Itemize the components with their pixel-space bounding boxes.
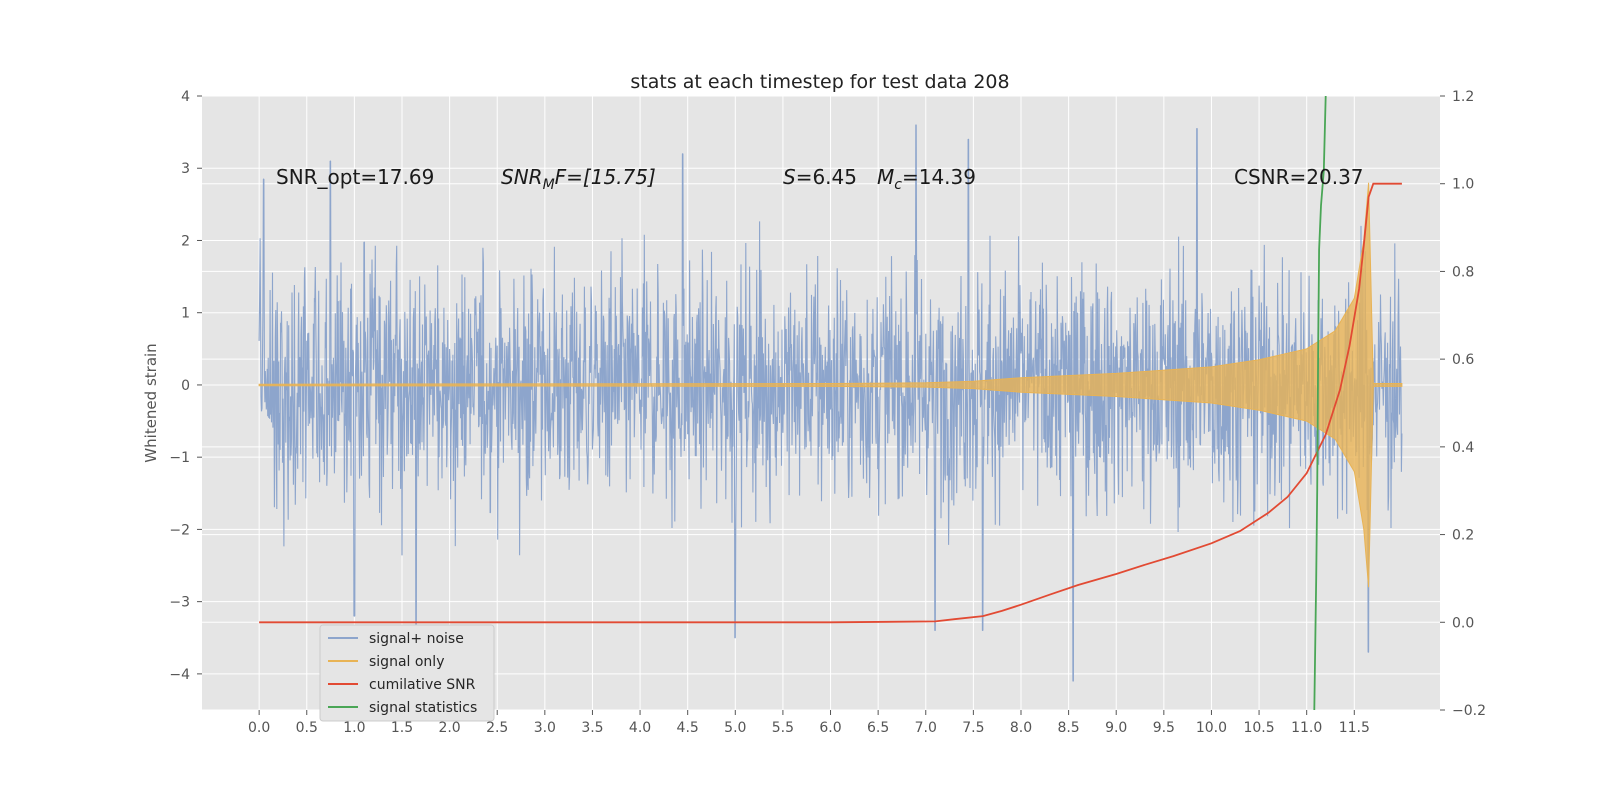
x-tick-label: 1.5: [391, 720, 413, 736]
y-tick-label: −4: [169, 667, 190, 683]
noise-series-layer: [258, 124, 1403, 682]
y2-tick-label: 1.0: [1452, 177, 1474, 193]
y2-tick-label: −0.2: [1452, 703, 1486, 719]
x-tick-label: 10.5: [1243, 720, 1274, 736]
statistics-series-layer: [259, 95, 1402, 711]
y2-tick-label: 1.2: [1452, 89, 1474, 105]
x-tick-label: 8.0: [1010, 720, 1032, 736]
y-tick-label: 2: [181, 233, 190, 249]
x-tick-label: 8.5: [1057, 720, 1079, 736]
legend-entry-cumulative-snr: cumilative SNR: [369, 677, 476, 693]
y-axis-ticks: 4 3 2 1 0 −1 −2 −3 −4: [169, 89, 202, 683]
y-tick-label: −1: [169, 450, 190, 466]
y-tick-label: −3: [169, 595, 190, 611]
y-axis-label: Whitened strain: [142, 343, 160, 462]
x-tick-label: 4.5: [677, 720, 699, 736]
y-tick-label: 3: [181, 161, 190, 177]
legend-box: [319, 624, 495, 722]
legend: signal+ noise signal only cumilative SNR…: [319, 624, 495, 722]
annotation-s: S=6.45: [783, 165, 857, 189]
x-tick-label: 5.5: [772, 720, 794, 736]
x-tick-label: 7.0: [915, 720, 937, 736]
x-tick-label: 7.5: [962, 720, 984, 736]
annotation-csnr: CSNR=20.37: [1234, 165, 1364, 189]
x-tick-label: 6.0: [819, 720, 841, 736]
x-axis-ticks: 0.0 0.5 1.0 1.5 2.0 2.5 3.0 3.5 4.0 4.5 5.0 5.5 6.0 6…: [248, 710, 1370, 736]
signal-only-series: [258, 182, 1403, 588]
y-tick-label: 0: [181, 378, 190, 394]
x-tick-label: 3.5: [581, 720, 603, 736]
x-tick-label: 3.0: [534, 720, 556, 736]
legend-entry-signal: signal only: [369, 654, 444, 670]
x-tick-label: 5.0: [724, 720, 746, 736]
x-tick-label: 2.0: [438, 720, 460, 736]
x-tick-label: 6.5: [867, 720, 889, 736]
x-tick-label: 4.0: [629, 720, 651, 736]
cumulative-snr-line: [259, 182, 1402, 624]
annotation-snr-mf: SNRMF=[15.75]: [501, 165, 656, 193]
y-tick-label: 4: [181, 89, 190, 105]
y2-tick-label: 0.0: [1452, 615, 1474, 631]
x-tick-label: 11.5: [1339, 720, 1370, 736]
legend-entry-noise: signal+ noise: [369, 631, 464, 647]
x-tick-label: 0.0: [248, 720, 270, 736]
y2-tick-label: 0.8: [1452, 264, 1474, 280]
signal-statistics-line: [1313, 95, 1327, 711]
y2-tick-label: 0.6: [1452, 352, 1474, 368]
y2-tick-label: 0.4: [1452, 440, 1474, 456]
x-tick-label: 1.0: [343, 720, 365, 736]
y2-tick-label: 0.2: [1452, 528, 1474, 544]
y-tick-label: 1: [181, 306, 190, 322]
x-tick-label: 2.5: [486, 720, 508, 736]
legend-entry-signal-statistics: signal statistics: [369, 700, 477, 716]
chart-title: stats at each timestep for test data 208: [630, 71, 1009, 93]
x-tick-label: 9.0: [1105, 720, 1127, 736]
x-tick-label: 0.5: [296, 720, 318, 736]
y2-axis-ticks: 1.2 1.0 0.8 0.6 0.4 0.2 0.0 −0.2: [1440, 89, 1486, 719]
signal-series-layer: [258, 182, 1403, 588]
y-tick-label: −2: [169, 522, 190, 538]
annotation-mc: Mc=14.39: [877, 165, 976, 193]
signal-noise-series: [258, 124, 1403, 682]
x-tick-label: 11.0: [1291, 720, 1322, 736]
x-tick-label: 9.5: [1153, 720, 1175, 736]
annotation-snr-opt: SNR_opt=17.69: [276, 165, 434, 189]
x-tick-label: 10.0: [1196, 720, 1227, 736]
